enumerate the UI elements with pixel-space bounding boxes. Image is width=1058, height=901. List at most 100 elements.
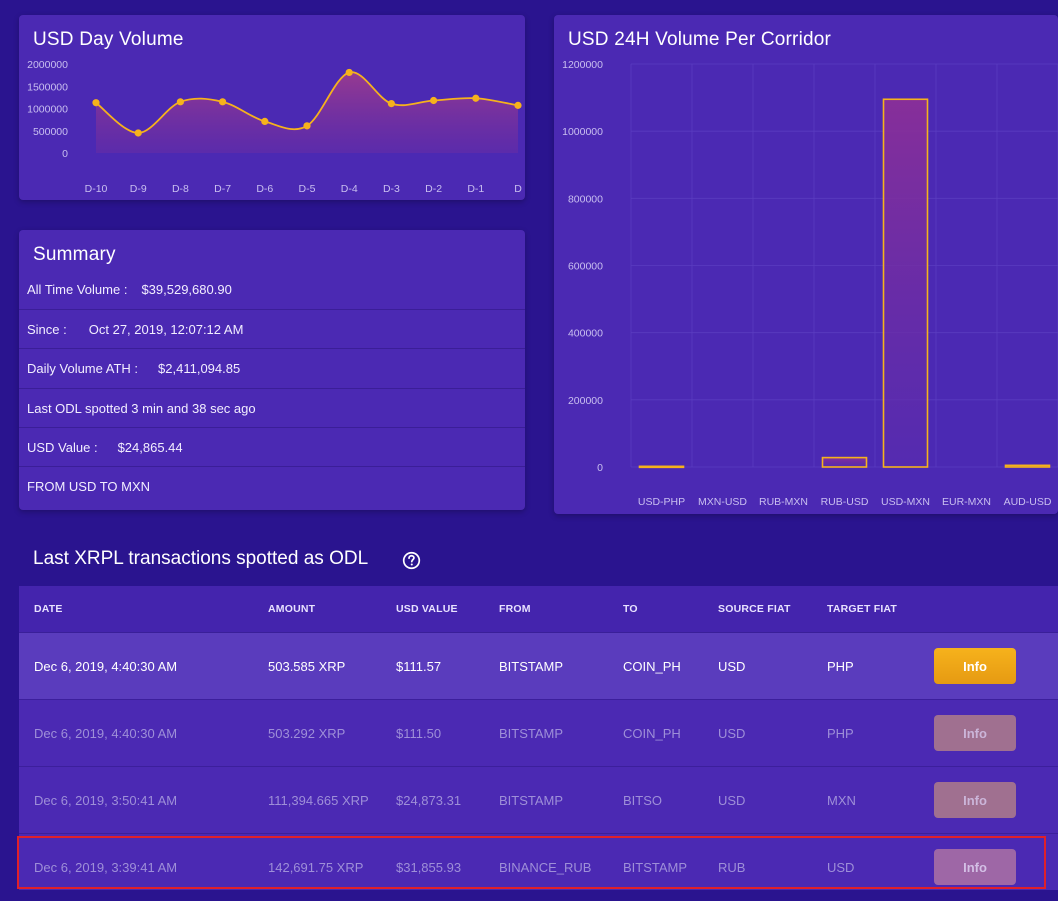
cell-from: BINANCE_RUB [499, 860, 592, 875]
cell-amount: 503.292 XRP [268, 726, 346, 741]
x-tick-label: D [514, 183, 522, 195]
y-tick-label: 2000000 [27, 59, 68, 71]
summary-label: All Time Volume : [27, 282, 128, 297]
data-point [92, 99, 100, 107]
table-row: Dec 6, 2019, 4:40:30 AM 503.585 XRP $111… [19, 633, 1058, 700]
cell-target-fiat: USD [827, 860, 855, 875]
cell-usd-value: $111.57 [396, 659, 442, 674]
x-tick-label: D-3 [383, 183, 400, 195]
cell-date: Dec 6, 2019, 3:39:41 AM [34, 860, 178, 875]
x-tick-label: D-9 [130, 183, 147, 195]
corridor-volume-chart: 1200000 1000000 800000 600000 400000 200000 0 U… [562, 59, 1058, 508]
x-tick-label: USD-MXN [881, 496, 930, 508]
summary-value: $39,529,680.90 [141, 282, 232, 297]
column-header-to[interactable]: TO [623, 603, 638, 615]
x-tick-label: RUB-USD [821, 496, 869, 508]
summary-value: Oct 27, 2019, 12:07:12 AM [88, 321, 244, 337]
x-tick-label: EUR-MXN [942, 496, 991, 508]
cell-date: Dec 6, 2019, 4:40:30 AM [34, 726, 178, 741]
cell-to: BITSTAMP [623, 860, 688, 875]
cell-to: COIN_PH [623, 659, 681, 674]
cell-source-fiat: USD [718, 726, 746, 741]
y-tick-label: 200000 [568, 395, 603, 407]
y-tick-label: 0 [597, 462, 603, 474]
y-tick-label: 500000 [33, 126, 68, 138]
data-point [387, 100, 395, 108]
summary-label: Since : [27, 321, 67, 337]
y-tick-label: 800000 [568, 193, 603, 205]
column-header-date[interactable]: DATE [34, 603, 63, 615]
y-tick-label: 600000 [568, 261, 603, 273]
column-header-target-fiat[interactable]: TARGET FIAT [827, 603, 898, 615]
area-fill [96, 72, 518, 153]
info-button[interactable]: Info [934, 782, 1016, 818]
cell-from: BITSTAMP [499, 793, 564, 808]
cell-date: Dec 6, 2019, 4:40:30 AM [34, 659, 178, 674]
info-button[interactable]: Info [934, 849, 1016, 885]
day-volume-card: USD Day Volume 2000000 1500000 1000000 5000… [19, 15, 525, 200]
summary-row-since: Since : Oct 27, 2019, 12:07:12 AM [19, 309, 525, 348]
summary-row-usd-value: USD Value : $24,865.44 [19, 427, 525, 466]
day-volume-chart: 2000000 1500000 1000000 500000 0 D-10 D-9 D-8 D-… [27, 59, 522, 195]
cell-amount: 503.585 XRP [268, 659, 346, 674]
transactions-title: Last XRPL transactions spotted as ODL [33, 548, 369, 569]
cell-source-fiat: USD [718, 659, 746, 674]
cell-usd-value: $24,873.31 [396, 793, 462, 808]
column-header-usd-value[interactable]: USD VALUE [396, 603, 458, 615]
x-tick-label: AUD-USD [1004, 496, 1052, 508]
day-volume-title: USD Day Volume [33, 29, 184, 50]
cell-date: Dec 6, 2019, 3:50:41 AM [34, 793, 178, 808]
cell-from: BITSTAMP [499, 726, 564, 741]
data-point [261, 117, 269, 126]
column-header-source-fiat[interactable]: SOURCE FIAT [718, 603, 791, 615]
summary-label: USD Value : [27, 439, 98, 455]
table-row: Dec 6, 2019, 3:50:41 AM 111,394.665 XRP … [19, 767, 1058, 834]
column-header-from[interactable]: FROM [499, 603, 531, 615]
y-tick-label: 400000 [568, 328, 603, 340]
transactions-table: DATE AMOUNT USD VALUE FROM TO SOURCE FIA… [19, 586, 1058, 890]
cell-target-fiat: PHP [827, 726, 854, 741]
data-point [303, 122, 311, 130]
y-tick-label: 0 [62, 148, 68, 160]
info-button[interactable]: Info [934, 715, 1016, 751]
summary-value: $24,865.44 [117, 439, 183, 455]
corridor-volume-title: USD 24H Volume Per Corridor [568, 29, 832, 50]
y-tick-label: 1500000 [27, 81, 68, 93]
bar [821, 456, 868, 468]
x-tick-label: RUB-MXN [759, 496, 808, 508]
x-tick-label: D-2 [425, 183, 442, 195]
cell-from: BITSTAMP [499, 659, 564, 674]
cell-to: COIN_PH [623, 726, 681, 741]
x-tick-label: MXN-USD [698, 496, 747, 508]
cell-amount: 142,691.75 XRP [268, 860, 364, 875]
x-tick-label: D-4 [341, 183, 358, 195]
table-row: Dec 6, 2019, 3:39:41 AM 142,691.75 XRP $… [19, 834, 1058, 901]
cell-amount: 111,394.665 XRP [268, 793, 369, 808]
summary-row-all-time-volume: All Time Volume : $39,529,680.90 [19, 270, 525, 309]
summary-row-last-odl: Last ODL spotted 3 min and 38 sec ago [19, 388, 525, 427]
table-row: Dec 6, 2019, 4:40:30 AM 503.292 XRP $111… [19, 700, 1058, 767]
column-header-amount[interactable]: AMOUNT [268, 603, 316, 615]
data-point [176, 98, 184, 106]
cell-target-fiat: PHP [827, 659, 854, 674]
cell-usd-value: $111.50 [396, 726, 442, 741]
summary-title: Summary [33, 244, 116, 265]
question-circle-icon[interactable] [402, 551, 421, 570]
data-point [430, 96, 438, 105]
bar [882, 98, 929, 468]
y-tick-label: 1000000 [27, 104, 68, 116]
x-tick-label: D-10 [85, 183, 108, 195]
x-tick-label: D-6 [256, 183, 273, 195]
bar [638, 465, 685, 469]
data-point [345, 68, 353, 77]
y-tick-label: 1000000 [562, 126, 603, 138]
info-button[interactable]: Info [934, 648, 1016, 684]
cell-source-fiat: USD [718, 793, 746, 808]
summary-label: FROM USD TO MXN [27, 478, 151, 494]
summary-card: Summary All Time Volume : $39,529,680.90… [19, 230, 525, 510]
table-header: DATE AMOUNT USD VALUE FROM TO SOURCE FIA… [19, 586, 1058, 633]
summary-row-daily-ath: Daily Volume ATH : $2,411,094.85 [19, 348, 525, 387]
cell-source-fiat: RUB [718, 860, 746, 875]
x-tick-label: D-1 [467, 183, 484, 195]
summary-label: Last ODL spotted 3 min and 38 sec ago [27, 400, 256, 416]
